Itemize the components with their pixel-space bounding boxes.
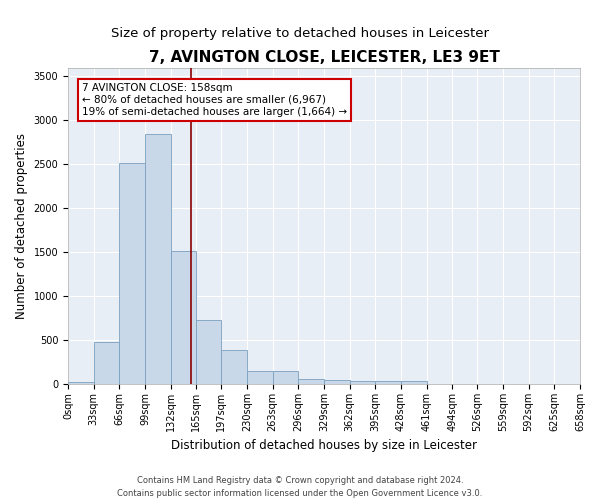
Text: Contains HM Land Registry data © Crown copyright and database right 2024.
Contai: Contains HM Land Registry data © Crown c… [118, 476, 482, 498]
Bar [401, 381, 427, 384]
Bar [94, 342, 119, 384]
Bar [272, 372, 298, 384]
Bar [171, 252, 196, 384]
Bar [324, 380, 350, 384]
Bar [196, 320, 221, 384]
Bar [247, 372, 272, 384]
Text: 7 AVINGTON CLOSE: 158sqm
← 80% of detached houses are smaller (6,967)
19% of sem: 7 AVINGTON CLOSE: 158sqm ← 80% of detach… [82, 84, 347, 116]
Y-axis label: Number of detached properties: Number of detached properties [15, 133, 28, 319]
Text: Size of property relative to detached houses in Leicester: Size of property relative to detached ho… [111, 28, 489, 40]
Bar [119, 164, 145, 384]
Bar [298, 379, 324, 384]
Bar [376, 380, 401, 384]
Bar [68, 382, 94, 384]
Bar [221, 350, 247, 384]
X-axis label: Distribution of detached houses by size in Leicester: Distribution of detached houses by size … [171, 440, 477, 452]
Bar [350, 380, 376, 384]
Title: 7, AVINGTON CLOSE, LEICESTER, LE3 9ET: 7, AVINGTON CLOSE, LEICESTER, LE3 9ET [149, 50, 499, 65]
Bar [145, 134, 171, 384]
